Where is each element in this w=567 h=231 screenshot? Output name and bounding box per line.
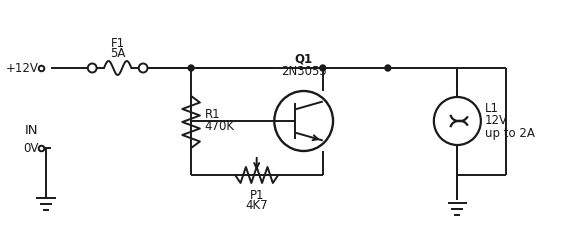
Text: 2N3055: 2N3055 bbox=[281, 65, 327, 78]
Circle shape bbox=[88, 64, 96, 73]
Text: F1: F1 bbox=[111, 37, 125, 50]
Circle shape bbox=[139, 64, 147, 73]
Text: IN: IN bbox=[25, 124, 39, 137]
Text: R1: R1 bbox=[205, 107, 221, 121]
Text: 5A: 5A bbox=[110, 47, 125, 60]
Text: 12V: 12V bbox=[485, 115, 508, 128]
Text: 470K: 470K bbox=[205, 119, 235, 133]
Text: 4K7: 4K7 bbox=[246, 199, 268, 212]
Text: up to 2A: up to 2A bbox=[485, 127, 535, 140]
Circle shape bbox=[188, 65, 194, 71]
Circle shape bbox=[320, 65, 325, 71]
Text: +12V: +12V bbox=[6, 61, 39, 75]
Text: P1: P1 bbox=[249, 189, 264, 202]
Text: 0V: 0V bbox=[23, 142, 39, 155]
Circle shape bbox=[385, 65, 391, 71]
Text: L1: L1 bbox=[485, 103, 499, 116]
Text: Q1: Q1 bbox=[295, 53, 313, 66]
